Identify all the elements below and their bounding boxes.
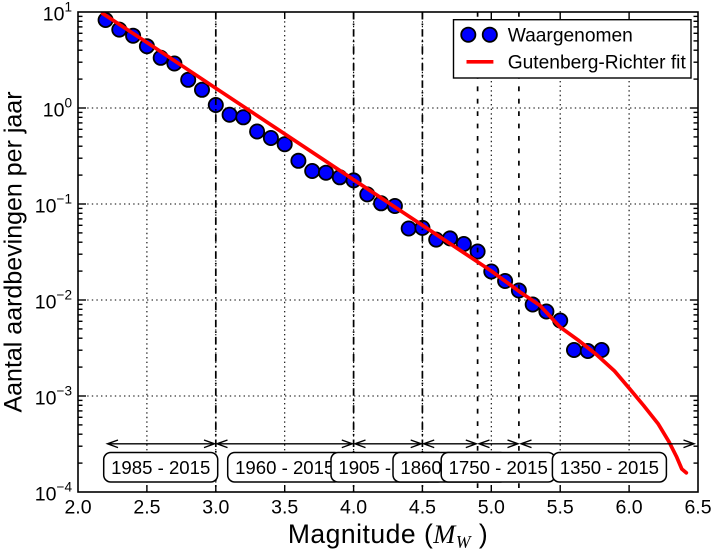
svg-text:Waargenomen: Waargenomen <box>508 26 633 47</box>
svg-text:10−2: 10−2 <box>35 288 72 314</box>
svg-text:2.5: 2.5 <box>133 497 160 519</box>
svg-text:4.5: 4.5 <box>409 497 436 519</box>
svg-text:2.0: 2.0 <box>64 497 91 519</box>
svg-text:1960 - 2015: 1960 - 2015 <box>235 457 334 478</box>
svg-text:4.0: 4.0 <box>340 497 367 519</box>
svg-text:Magnitude (MW ): Magnitude (MW ) <box>288 519 488 550</box>
svg-text:1985 - 2015: 1985 - 2015 <box>111 457 210 478</box>
svg-text:1750 - 2015: 1750 - 2015 <box>449 457 548 478</box>
svg-text:101: 101 <box>43 0 72 25</box>
svg-text:5.5: 5.5 <box>547 497 574 519</box>
svg-text:Aantal aardbevingen per jaar: Aantal aardbevingen per jaar <box>0 91 28 412</box>
svg-text:Gutenberg-Richter fit: Gutenberg-Richter fit <box>508 53 687 74</box>
svg-text:5.0: 5.0 <box>478 497 505 519</box>
svg-text:1350 - 2015: 1350 - 2015 <box>560 457 659 478</box>
svg-text:10−4: 10−4 <box>35 480 73 506</box>
svg-text:100: 100 <box>43 96 73 122</box>
svg-text:3.5: 3.5 <box>271 497 298 519</box>
svg-text:10−3: 10−3 <box>35 384 72 410</box>
svg-text:10−1: 10−1 <box>35 192 72 218</box>
svg-text:6.0: 6.0 <box>616 497 643 519</box>
svg-text:6.5: 6.5 <box>684 497 711 519</box>
svg-text:3.0: 3.0 <box>202 497 229 519</box>
